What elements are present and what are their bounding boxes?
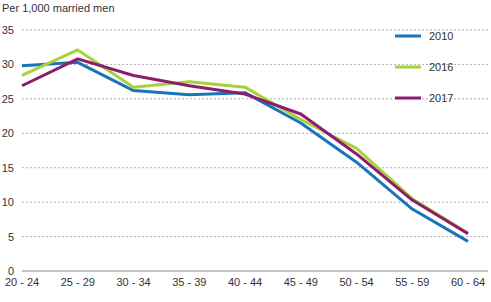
- x-tick-label: 40 - 44: [228, 276, 262, 288]
- chart: Per 1,000 married men0510152025303520 - …: [0, 0, 491, 302]
- y-tick-label: 15: [2, 162, 14, 174]
- legend-label: 2017: [429, 92, 453, 104]
- x-tick-label: 60 - 64: [451, 276, 485, 288]
- series-line: [22, 59, 468, 234]
- legend-swatch: [395, 35, 421, 38]
- y-tick-label: 30: [2, 58, 14, 70]
- y-tick-label: 5: [8, 231, 14, 243]
- grid-line: [22, 30, 488, 31]
- x-tick-label: 50 - 54: [339, 276, 373, 288]
- x-tick-label: 30 - 34: [116, 276, 150, 288]
- y-tick-label: 10: [2, 196, 14, 208]
- series-line: [22, 50, 468, 233]
- legend-label: 2010: [429, 30, 453, 42]
- legend-label: 2016: [429, 61, 453, 73]
- plot-area: [22, 50, 468, 241]
- x-tick-label: 55 - 59: [395, 276, 429, 288]
- grid-line: [22, 167, 488, 168]
- series-line: [22, 62, 468, 241]
- x-tick-label: 20 - 24: [5, 276, 39, 288]
- grid-line: [22, 133, 488, 134]
- x-tick-label: 45 - 49: [284, 276, 318, 288]
- legend-swatch: [395, 97, 421, 100]
- legend-swatch: [395, 66, 421, 69]
- x-tick-label: 25 - 29: [61, 276, 95, 288]
- y-tick-label: 20: [2, 127, 14, 139]
- y-tick-label: 35: [2, 24, 14, 36]
- x-axis-line: [22, 271, 488, 272]
- x-tick-label: 35 - 39: [172, 276, 206, 288]
- grid-line: [22, 236, 488, 237]
- y-tick-label: 25: [2, 93, 14, 105]
- y-axis-label: Per 1,000 married men: [2, 2, 115, 14]
